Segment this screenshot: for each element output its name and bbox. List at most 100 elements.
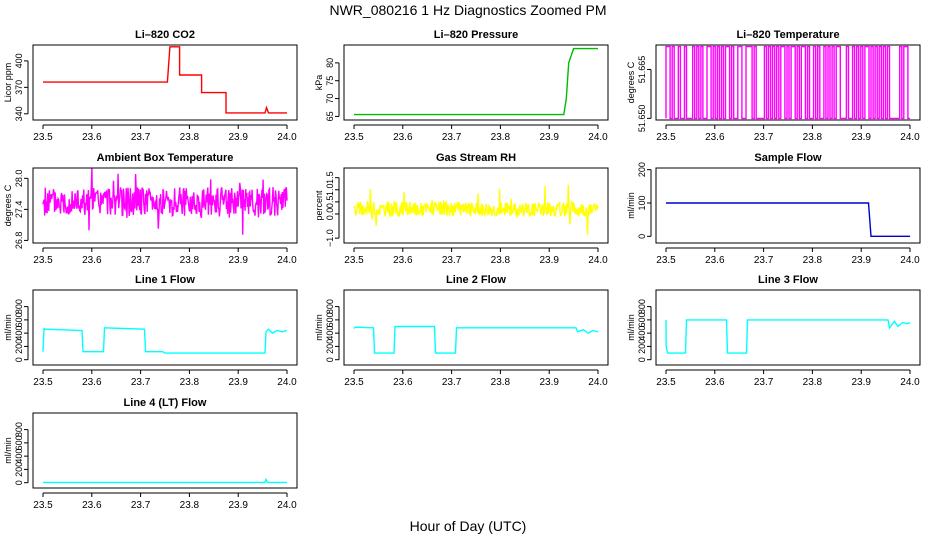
x-tick-label: 23.5 (656, 132, 676, 143)
series-line (353, 325, 599, 354)
y-tick-label: 400 (14, 449, 24, 464)
plot-frame (655, 289, 921, 366)
x-tick-label: 24.0 (277, 132, 297, 143)
y-tick-label: 80 (325, 58, 335, 68)
y-tick-label: 0 (14, 357, 24, 362)
plot-frame (343, 289, 609, 366)
chart-title: Line 3 Flow (758, 274, 818, 286)
chart-title: Sample Flow (754, 152, 822, 164)
chart-panel: Li–820 Temperature degrees C 23.5 23.6 23.7 2… (626, 29, 921, 143)
y-tick-label: 200 (637, 339, 647, 354)
x-tick-label: 23.9 (851, 255, 871, 266)
x-tick-label: 23.5 (656, 255, 676, 266)
x-tick-label: 23.6 (393, 377, 413, 388)
y-tick-label: 400 (14, 326, 24, 341)
y-tick-label: 51.665 (637, 56, 647, 84)
y-axis-label: ml/min (626, 192, 636, 219)
y-axis-label: degrees C (3, 184, 13, 226)
chart-panel: Line 2 Flow ml/min 23.5 23.6 23.7 23.8 23.9 24.… (314, 274, 609, 388)
series-line (43, 46, 287, 114)
y-tick-label: 0 (14, 480, 24, 485)
x-tick-label: 23.7 (131, 255, 151, 266)
x-tick-label: 24.0 (900, 132, 920, 143)
chart-panel: Ambient Box Temperature degrees C 23.5 23.6… (3, 152, 298, 266)
plot-frame (32, 289, 298, 366)
y-axis-label: ml/min (626, 314, 636, 341)
chart-title: Li–820 CO2 (135, 29, 195, 41)
x-tick-label: 23.9 (228, 377, 248, 388)
x-tick-label: 23.8 (803, 132, 823, 143)
x-tick-label: 23.7 (754, 377, 774, 388)
y-tick-label: 28.0 (14, 170, 24, 188)
x-tick-label: 23.5 (344, 377, 364, 388)
y-tick-label: 0 (637, 234, 647, 239)
chart-panel: Li–820 CO2 Licor ppm 23.5 23.6 23.7 23.8 23.9 2… (3, 29, 298, 143)
series-line (354, 47, 598, 116)
y-tick-label: 65 (325, 111, 335, 121)
x-tick-label: 24.0 (277, 255, 297, 266)
y-tick-label: 27.4 (14, 201, 24, 219)
x-tick-label: 23.5 (33, 255, 53, 266)
y-axis-label: kPa (314, 75, 324, 91)
chart-title: Line 4 (LT) Flow (124, 397, 207, 409)
y-tick-label: 0 (637, 357, 647, 362)
x-tick-label: 23.6 (393, 255, 413, 266)
chart-title: Line 2 Flow (446, 274, 506, 286)
chart-title: Ambient Box Temperature (97, 152, 234, 164)
y-tick-label: 0 (325, 357, 335, 362)
chart-panel: Line 3 Flow ml/min 23.5 23.6 23.7 23.8 23.9 24.… (626, 274, 921, 388)
x-axis-title: Hour of Day (UTC) (409, 518, 527, 534)
x-tick-label: 23.9 (851, 132, 871, 143)
y-tick-label: 600 (14, 435, 24, 450)
y-tick-label: 800 (637, 299, 647, 314)
x-tick-label: 23.7 (131, 377, 151, 388)
series-line (353, 184, 599, 236)
y-tick-label: 340 (14, 106, 24, 121)
x-tick-label: 24.0 (277, 500, 297, 511)
x-tick-label: 24.0 (588, 377, 608, 388)
y-tick-label: 1.0 (325, 184, 335, 197)
y-tick-label: 51.650 (637, 105, 647, 133)
series-line (665, 319, 911, 354)
x-tick-label: 23.8 (803, 255, 823, 266)
y-tick-label: 200 (325, 339, 335, 354)
chart-panel: Sample Flow ml/min 23.5 23.6 23.7 23.8 23.9 24.… (626, 152, 921, 266)
y-axis-label: ml/min (314, 314, 324, 341)
y-axis-label: ml/min (3, 437, 13, 464)
y-tick-label: 800 (14, 299, 24, 314)
plot-frame (32, 44, 298, 121)
x-tick-label: 23.8 (180, 377, 200, 388)
x-tick-label: 23.9 (539, 132, 559, 143)
x-tick-label: 24.0 (900, 377, 920, 388)
x-tick-label: 23.6 (705, 132, 725, 143)
x-tick-label: 23.6 (393, 132, 413, 143)
x-tick-label: 23.9 (539, 377, 559, 388)
series-line (42, 327, 288, 354)
y-tick-label: −1.0 (325, 229, 335, 247)
y-tick-label: 400 (325, 326, 335, 341)
x-tick-label: 23.9 (228, 255, 248, 266)
x-tick-label: 23.7 (442, 377, 462, 388)
x-tick-label: 24.0 (900, 255, 920, 266)
x-tick-label: 23.5 (344, 255, 364, 266)
x-tick-label: 23.5 (33, 500, 53, 511)
y-tick-label: 600 (325, 312, 335, 327)
chart-title: Line 1 Flow (135, 274, 195, 286)
series-line (43, 477, 287, 484)
plot-frame (32, 167, 298, 244)
x-tick-label: 23.8 (491, 255, 511, 266)
y-axis-label: ml/min (3, 314, 13, 341)
x-tick-label: 23.5 (344, 132, 364, 143)
plot-frame (343, 44, 609, 121)
plot-frame (655, 167, 921, 244)
x-tick-label: 24.0 (588, 255, 608, 266)
y-axis-label: degrees C (626, 61, 636, 103)
y-tick-label: 200 (14, 462, 24, 477)
x-tick-label: 23.8 (180, 132, 200, 143)
x-tick-label: 23.7 (754, 132, 774, 143)
x-tick-label: 23.6 (705, 377, 725, 388)
chart-panel: Line 1 Flow ml/min 23.5 23.6 23.7 23.8 23.9 24.… (3, 274, 298, 388)
x-tick-label: 23.9 (539, 255, 559, 266)
chart-title: Li–820 Temperature (736, 29, 839, 41)
x-tick-label: 23.9 (228, 500, 248, 511)
